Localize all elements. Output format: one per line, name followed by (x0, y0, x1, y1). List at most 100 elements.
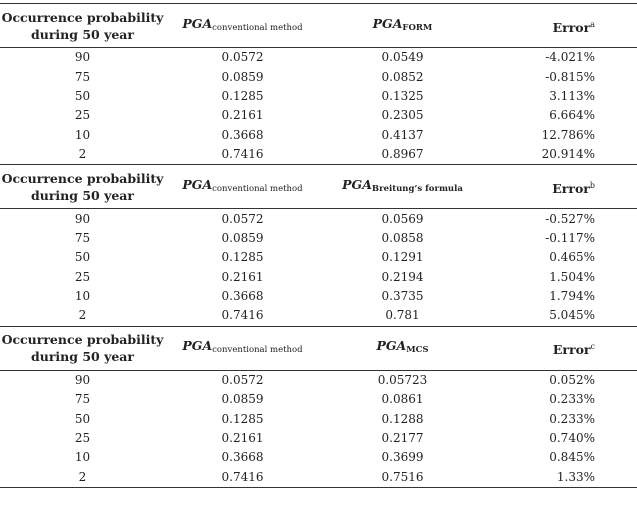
table-row: 50 0.1285 0.1325 3.113% (0, 87, 637, 106)
header-error: Errorc (485, 325, 637, 371)
cell-occurrence-probability: 75 (74, 230, 91, 245)
pga-subscript: Breitung’s formula (371, 183, 463, 194)
pga-subscript: conventional method (212, 22, 303, 33)
cell-occurrence-probability: 2 (0, 144, 165, 166)
cell-pga-method: 0.3735 (381, 289, 424, 304)
cell-error: 0.845% (549, 450, 595, 465)
table-row: 50 0.1285 0.1291 0.465% (0, 248, 637, 267)
cell-pga-conventional: 0.0572 (221, 211, 264, 226)
cell-occurrence-probability: 25 (74, 431, 91, 446)
header-pga-conventional: PGAconventional method (165, 3, 320, 48)
cell-error: 0.233% (549, 411, 595, 426)
header-line-1: Occurrence probability (1, 170, 164, 186)
header-line-2: during 50 year (31, 349, 134, 365)
cell-occurrence-probability: 10 (74, 289, 91, 304)
pga-symbol: PGA (342, 176, 372, 192)
table-row: 50 0.1285 0.1288 0.233% (0, 409, 637, 428)
table-row: 25 0.2161 0.2194 1.504% (0, 268, 637, 287)
cell-error: -4.021% (545, 50, 595, 65)
header-pga-conventional: PGAconventional method (165, 164, 320, 210)
pga-symbol: PGA (182, 338, 213, 354)
header-pga-conventional: PGAconventional method (165, 325, 320, 371)
section-header-row: Occurrence probability during 50 year PGAc… (0, 325, 637, 371)
error-footnote-marker: c (590, 342, 595, 352)
cell-pga-method: 0.0861 (381, 392, 424, 407)
table-row: 90 0.0572 0.0549 -4.021% (0, 48, 637, 68)
pga-symbol: PGA (376, 338, 407, 354)
table-row: 2 0.7416 0.781 5.045% (0, 306, 637, 327)
header-pga-method: PGABreitung’s formula (320, 164, 485, 210)
cell-pga-conventional: 0.0572 (221, 372, 264, 387)
cell-pga-method: 0.1291 (381, 250, 424, 265)
cell-error: -0.527% (545, 211, 595, 226)
cell-pga-conventional: 0.0859 (221, 392, 264, 407)
cell-pga-conventional: 0.0859 (221, 69, 264, 84)
cell-pga-method: 0.0858 (381, 230, 424, 245)
cell-occurrence-probability: 50 (74, 411, 91, 426)
cell-occurrence-probability: 2 (0, 306, 165, 327)
cell-pga-method: 0.7516 (320, 467, 485, 489)
cell-pga-method: 0.8967 (320, 144, 485, 166)
section-header-row: Occurrence probability during 50 year PGAc… (0, 3, 637, 48)
cell-pga-method: 0.0549 (381, 50, 424, 65)
cell-error: 12.786% (541, 127, 595, 142)
cell-pga-method: 0.2177 (381, 431, 424, 446)
cell-error: 6.664% (549, 108, 595, 123)
error-label: Error (552, 19, 591, 35)
cell-error: -0.117% (545, 230, 595, 245)
cell-occurrence-probability: 10 (74, 450, 91, 465)
cell-pga-method: 0.2305 (381, 108, 424, 123)
pga-symbol: PGA (372, 15, 403, 31)
error-footnote-marker: a (590, 19, 595, 29)
cell-pga-method: 0.3699 (381, 450, 424, 465)
cell-pga-method: 0.2194 (381, 269, 424, 284)
cell-pga-method: 0.05723 (377, 372, 428, 387)
table-row: 25 0.2161 0.2305 6.664% (0, 106, 637, 125)
cell-occurrence-probability: 2 (0, 467, 165, 489)
cell-occurrence-probability: 25 (74, 108, 91, 123)
pga-symbol: PGA (182, 176, 213, 192)
header-pga-method: PGAFORM (320, 3, 485, 48)
cell-occurrence-probability: 90 (74, 50, 91, 65)
cell-occurrence-probability: 50 (74, 88, 91, 103)
table-row: 90 0.0572 0.0569 -0.527% (0, 209, 637, 229)
header-occurrence-probability: Occurrence probability during 50 year (0, 325, 165, 371)
cell-occurrence-probability: 75 (74, 392, 91, 407)
cell-pga-conventional: 0.2161 (221, 269, 264, 284)
table-row: 75 0.0859 0.0852 -0.815% (0, 67, 637, 86)
cell-occurrence-probability: 90 (74, 372, 91, 387)
error-label: Error (552, 342, 591, 358)
cell-pga-method: 0.1325 (381, 88, 424, 103)
cell-pga-method: 0.0569 (381, 211, 424, 226)
pga-subscript: MCS (406, 345, 429, 356)
section-header-row: Occurrence probability during 50 year PGAc… (0, 164, 637, 210)
header-pga-method: PGAMCS (320, 325, 485, 371)
cell-pga-conventional: 0.3668 (221, 127, 264, 142)
error-label: Error (552, 180, 590, 196)
cell-occurrence-probability: 90 (74, 211, 91, 226)
pga-subscript: FORM (402, 22, 433, 33)
cell-occurrence-probability: 25 (74, 269, 91, 284)
cell-pga-conventional: 0.7416 (165, 467, 320, 489)
cell-error: 5.045% (485, 306, 637, 327)
cell-pga-method: 0.4137 (381, 127, 424, 142)
table-row: 75 0.0859 0.0858 -0.117% (0, 229, 637, 248)
table-row: 25 0.2161 0.2177 0.740% (0, 429, 637, 448)
table-row: 75 0.0859 0.0861 0.233% (0, 390, 637, 409)
table-body: Occurrence probability during 50 year PGAc… (0, 3, 637, 489)
cell-error: 1.33% (485, 467, 637, 489)
cell-pga-method: 0.0852 (381, 69, 424, 84)
cell-pga-conventional: 0.0859 (221, 230, 264, 245)
header-error: Errorb (485, 164, 637, 210)
pga-comparison-table: Occurrence probability during 50 year PGAc… (0, 3, 637, 489)
pga-symbol: PGA (182, 15, 213, 31)
cell-occurrence-probability: 10 (74, 127, 91, 142)
cell-occurrence-probability: 75 (74, 69, 91, 84)
cell-error: 3.113% (549, 88, 595, 103)
header-line-1: Occurrence probability (1, 332, 164, 348)
cell-pga-conventional: 0.2161 (221, 431, 264, 446)
cell-pga-conventional: 0.0572 (221, 50, 264, 65)
cell-error: 0.052% (549, 372, 595, 387)
cell-pga-conventional: 0.7416 (165, 306, 320, 327)
cell-pga-conventional: 0.7416 (165, 144, 320, 166)
